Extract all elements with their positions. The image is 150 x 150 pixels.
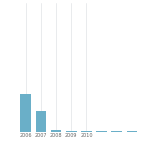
Bar xyxy=(96,131,107,132)
Bar xyxy=(66,131,76,132)
Bar xyxy=(81,131,92,132)
Bar xyxy=(111,131,122,132)
Bar xyxy=(127,131,137,132)
Bar xyxy=(20,94,31,132)
Bar xyxy=(36,111,46,132)
Bar xyxy=(51,130,61,132)
